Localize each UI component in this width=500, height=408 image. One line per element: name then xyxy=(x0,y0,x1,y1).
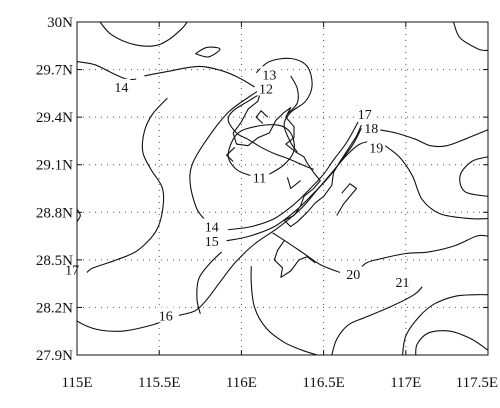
contour-line-2 xyxy=(144,65,255,88)
contour-label-1: 12 xyxy=(259,83,273,98)
coastline-4 xyxy=(255,110,269,124)
contour-line-12 xyxy=(77,319,165,332)
contour-label-bg-10 xyxy=(344,266,363,282)
contour-line-25 xyxy=(195,46,221,58)
contour-line-9 xyxy=(226,127,362,242)
contour-label-5: 19 xyxy=(369,141,383,156)
y-tick-label-4: 29.1N xyxy=(36,158,73,174)
contour-line-20 xyxy=(331,286,423,355)
coastline-1 xyxy=(336,183,358,216)
contour-label-11: 21 xyxy=(396,276,410,291)
contour-label-bg-8 xyxy=(202,232,221,248)
contour-label-bg-5 xyxy=(367,139,386,155)
contour-label-bg-7 xyxy=(202,218,221,234)
y-tick-label-3: 28.8N xyxy=(36,205,73,221)
contour-line-24 xyxy=(459,156,488,197)
x-tick-label-0: 115E xyxy=(61,375,92,391)
tick-layer xyxy=(76,21,489,356)
contour-layer xyxy=(77,22,488,355)
contour-label-8: 15 xyxy=(205,235,219,250)
y-tick-labels: 27.9N 28.2N 28.5N 28.8N 29.1N 29.4N 29.7N 30N xyxy=(36,15,73,364)
coastline-0 xyxy=(232,69,362,228)
contour-line-10 xyxy=(196,251,223,314)
contour-line-5 xyxy=(286,75,299,115)
y-tick-label-5: 29.4N xyxy=(36,110,73,126)
contour-label-bg-0 xyxy=(260,66,279,82)
y-tick-label-6: 29.7N xyxy=(36,63,73,79)
coastline-2 xyxy=(273,240,316,278)
grid-layer xyxy=(77,22,488,355)
contour-label-3: 17 xyxy=(358,108,372,123)
contour-line-3 xyxy=(255,57,313,153)
contour-label-bg-1 xyxy=(257,80,276,96)
contour-line-26 xyxy=(77,208,81,223)
contour-line-22 xyxy=(415,330,488,355)
coastline-layer xyxy=(226,69,362,278)
contour-label-bg-2 xyxy=(112,79,131,95)
contour-line-15 xyxy=(379,129,488,148)
x-tick-label-4: 117E xyxy=(390,375,421,391)
contour-line-7 xyxy=(189,89,260,223)
coastline-3 xyxy=(226,146,236,162)
plot-frame xyxy=(76,21,489,356)
contour-label-0: 13 xyxy=(262,68,276,83)
contour-line-6 xyxy=(227,124,295,177)
contour-line-8 xyxy=(228,121,359,231)
contour-label-bg-3 xyxy=(355,105,374,121)
contour-label-bg-6 xyxy=(250,169,269,185)
y-tick-label-0: 27.9N xyxy=(36,348,73,364)
coastline-5 xyxy=(286,177,301,190)
contour-line-1 xyxy=(77,61,137,81)
contour-label-10: 20 xyxy=(346,268,360,283)
contour-line-18 xyxy=(272,232,341,274)
x-tick-label-3: 116.5E xyxy=(302,375,344,391)
x-tick-label-1: 115.5E xyxy=(138,375,180,391)
contour-line-21 xyxy=(401,294,488,355)
contour-label-9: 17 xyxy=(65,263,79,278)
x-tick-label-5: 117.5E xyxy=(456,375,498,391)
contour-line-4 xyxy=(227,92,314,171)
contour-label-12: 16 xyxy=(159,309,173,324)
contour-line-23 xyxy=(452,22,488,52)
contour-line-11 xyxy=(86,97,168,273)
y-tick-label-1: 28.2N xyxy=(36,300,73,316)
contour-label-bg-4 xyxy=(362,120,381,136)
contour-label-6: 11 xyxy=(253,171,266,186)
y-tick-label-7: 30N xyxy=(47,15,73,31)
contour-label-4: 18 xyxy=(364,122,378,137)
contour-line-16 xyxy=(382,143,488,220)
contour-line-17 xyxy=(356,234,488,273)
contour-line-19 xyxy=(250,266,318,355)
contour-label-bg-12 xyxy=(156,307,175,323)
x-tick-label-2: 116E xyxy=(226,375,257,391)
contour-line-0 xyxy=(99,22,188,47)
contour-label-bg-11 xyxy=(393,274,412,290)
contour-label-7: 14 xyxy=(205,221,219,236)
contour-label-2: 14 xyxy=(114,81,128,96)
contour-line-13 xyxy=(178,140,374,316)
x-tick-labels: 115E 115.5E 116E 116.5E 117E 117.5E xyxy=(61,375,498,391)
y-tick-label-2: 28.5N xyxy=(36,253,73,269)
